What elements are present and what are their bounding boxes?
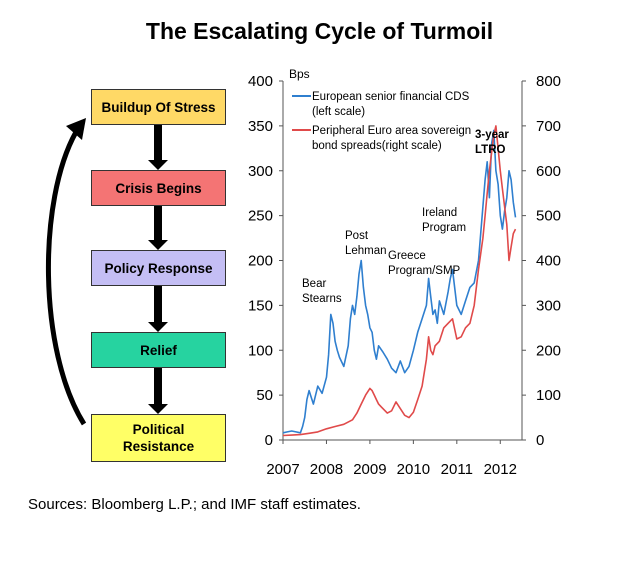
annotation-label: Greece Program/SMP [388, 250, 461, 277]
crisis-begins-box: Crisis Begins [91, 170, 226, 206]
right-tick-label: 700 [536, 118, 561, 135]
box-label: Buildup Of Stress [101, 99, 216, 115]
left-tick-label: 150 [248, 297, 273, 314]
x-tick-label: 2012 [484, 461, 517, 478]
x-tick-label: 2010 [397, 461, 430, 478]
x-tick-label: 2008 [310, 461, 343, 478]
x-tick-label: 2011 [441, 461, 473, 478]
left-tick-label: 0 [265, 432, 273, 449]
left-tick-label: 350 [248, 118, 273, 135]
source-note: Sources: Bloomberg L.P.; and IMF staff e… [28, 496, 361, 513]
x-tick-label: 2009 [353, 461, 386, 478]
left-tick-label: 200 [248, 253, 273, 270]
down-arrow-icon [148, 240, 168, 250]
annotation-label: 3-year LTRO [475, 129, 509, 156]
right-tick-label: 600 [536, 163, 561, 180]
down-arrow-shaft [154, 368, 162, 405]
legend-entry: Peripheral Euro area sovereign bond sprea… [312, 125, 471, 152]
return-arrow-icon [66, 118, 86, 140]
right-tick-label: 100 [536, 387, 561, 404]
box-label: Political Resistance [122, 422, 195, 454]
right-tick-label: 300 [536, 297, 561, 314]
right-tick-label: 400 [536, 253, 561, 270]
left-tick-label: 400 [248, 73, 273, 90]
annotation-label: Bear Stearns [302, 278, 342, 305]
left-tick-label: 50 [256, 387, 273, 404]
x-tick-label: 2007 [266, 461, 299, 478]
return-arrow-curve [46, 130, 87, 426]
box-label: Crisis Begins [115, 180, 202, 196]
down-arrow-shaft [154, 125, 162, 161]
policy-response-box: Policy Response [91, 250, 226, 286]
left-tick-label: 250 [248, 208, 273, 225]
right-tick-label: 200 [536, 342, 561, 359]
down-arrow-icon [148, 160, 168, 170]
political-resistance-box: Political Resistance [91, 414, 226, 462]
cds-series-line [282, 129, 517, 434]
legend-entry: European senior financial CDS (left scale… [312, 91, 470, 118]
down-arrow-icon [148, 322, 168, 332]
relief-box: Relief [91, 332, 226, 368]
annotation-label: Ireland Program [422, 207, 466, 234]
left-tick-label: 300 [248, 163, 273, 180]
buildup-of-stress-box: Buildup Of Stress [91, 89, 226, 125]
down-arrow-shaft [154, 286, 162, 323]
right-tick-label: 500 [536, 208, 561, 225]
right-tick-label: 0 [536, 432, 544, 449]
sovereign-spread-series-line [282, 125, 517, 437]
annotation-label: Post Lehman [345, 230, 387, 257]
down-arrow-shaft [154, 206, 162, 241]
page-title: The Escalating Cycle of Turmoil [145, 18, 494, 44]
left-tick-label: 100 [248, 342, 273, 359]
down-arrow-icon [148, 404, 168, 414]
box-label: Relief [140, 342, 177, 358]
box-label: Policy Response [104, 260, 213, 276]
unit-label: Bps [289, 67, 310, 81]
right-tick-label: 800 [536, 73, 561, 90]
